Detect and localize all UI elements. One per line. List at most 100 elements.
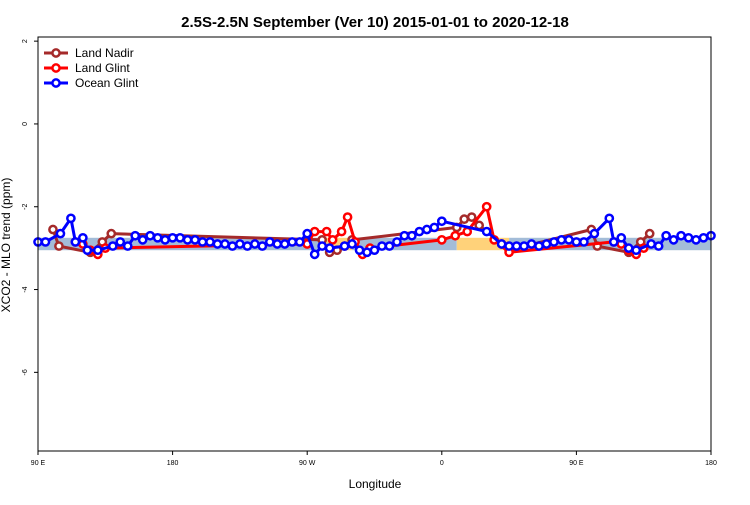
data-point-land-glint-8 xyxy=(327,235,338,245)
x-tick-label-3: 0 xyxy=(440,460,444,467)
data-point-ocean-glint-35 xyxy=(309,249,320,260)
data-point-ocean-glint-13 xyxy=(145,230,156,241)
legend-label-ocean-glint: Ocean Glint xyxy=(75,76,139,90)
data-point-ocean-glint-51 xyxy=(436,216,447,227)
legend-item-land-glint: Land Glint xyxy=(44,61,130,75)
data-point-ocean-glint-78 xyxy=(698,232,709,243)
x-axis: 90 E 180 90 W 0 90 E 180 xyxy=(31,451,717,467)
data-point-ocean-glint-7 xyxy=(92,245,103,256)
data-point-ocean-glint-41 xyxy=(362,247,372,258)
y-tick-label-4: -6 xyxy=(22,369,29,375)
data-point-ocean-glint-63 xyxy=(571,237,582,247)
x-tick-label-2: 90 W xyxy=(299,460,316,467)
data-point-ocean-glint-64 xyxy=(579,237,589,247)
data-point-ocean-glint-57 xyxy=(526,239,537,249)
data-point-ocean-glint-32 xyxy=(287,237,298,247)
legend-marker-ocean-glint xyxy=(51,78,61,88)
x-tick-label-5: 180 xyxy=(705,460,717,467)
data-point-ocean-glint-18 xyxy=(182,235,193,245)
data-point-ocean-glint-3 xyxy=(66,213,76,224)
data-point-ocean-glint-39 xyxy=(347,239,357,249)
y-tick-label-3: -4 xyxy=(22,286,29,292)
data-point-ocean-glint-56 xyxy=(519,241,529,251)
data-point-ocean-glint-67 xyxy=(608,237,619,247)
data-point-ocean-glint-44 xyxy=(384,241,395,251)
x-tick-label-1: 180 xyxy=(167,460,179,467)
y-tick-label-1: 0 xyxy=(22,122,29,126)
data-point-ocean-glint-76 xyxy=(683,232,694,243)
legend-marker-land-nadir xyxy=(51,48,61,58)
data-point-ocean-glint-54 xyxy=(504,241,514,251)
data-point-land-glint-15 xyxy=(450,230,461,241)
data-point-ocean-glint-36 xyxy=(317,241,328,251)
data-point-ocean-glint-34 xyxy=(302,228,313,239)
data-point-ocean-glint-30 xyxy=(272,239,283,249)
data-point-ocean-glint-40 xyxy=(354,245,365,256)
data-point-ocean-glint-31 xyxy=(279,239,290,249)
data-point-ocean-glint-22 xyxy=(212,239,223,249)
data-point-ocean-glint-28 xyxy=(257,241,268,251)
data-point-ocean-glint-72 xyxy=(653,241,664,251)
data-point-ocean-glint-65 xyxy=(589,228,600,239)
data-point-ocean-glint-21 xyxy=(205,237,215,247)
data-point-land-nadir-11 xyxy=(459,214,470,225)
series-ocean-glint xyxy=(33,213,716,260)
data-point-ocean-glint-19 xyxy=(190,235,200,245)
data-point-ocean-glint-37 xyxy=(324,243,335,253)
data-point-land-glint-7 xyxy=(321,226,332,237)
data-point-ocean-glint-27 xyxy=(250,239,260,249)
data-point-ocean-glint-71 xyxy=(646,239,657,249)
x-tick-label-0: 90 E xyxy=(31,460,46,467)
series-layer xyxy=(33,201,716,260)
data-point-ocean-glint-49 xyxy=(421,224,432,235)
data-point-land-glint-17 xyxy=(481,201,492,212)
data-point-land-nadir-1 xyxy=(54,241,64,251)
data-point-ocean-glint-61 xyxy=(556,235,567,245)
data-point-ocean-glint-43 xyxy=(377,241,387,251)
data-point-land-glint-9 xyxy=(336,226,347,237)
data-point-ocean-glint-55 xyxy=(511,241,522,251)
data-point-ocean-glint-2 xyxy=(55,228,66,239)
data-point-land-nadir-20 xyxy=(644,228,655,239)
x-tick-label-4: 90 E xyxy=(569,460,584,467)
data-point-ocean-glint-60 xyxy=(549,237,559,247)
data-point-ocean-glint-15 xyxy=(160,235,170,245)
data-point-ocean-glint-62 xyxy=(564,235,574,245)
data-point-ocean-glint-66 xyxy=(604,213,615,224)
data-point-ocean-glint-73 xyxy=(661,230,671,241)
data-point-ocean-glint-1 xyxy=(40,237,51,247)
data-point-ocean-glint-11 xyxy=(130,230,141,241)
y-tick-label-0: 2 xyxy=(22,39,29,43)
data-point-ocean-glint-33 xyxy=(294,237,305,247)
data-point-ocean-glint-59 xyxy=(541,239,552,249)
data-point-ocean-glint-25 xyxy=(235,239,245,249)
data-point-ocean-glint-5 xyxy=(78,232,88,243)
data-point-ocean-glint-8 xyxy=(107,241,118,251)
data-point-ocean-glint-4 xyxy=(70,237,81,247)
data-point-land-nadir-12 xyxy=(466,212,477,222)
data-point-ocean-glint-38 xyxy=(339,241,350,251)
data-point-ocean-glint-12 xyxy=(137,235,148,245)
data-point-ocean-glint-58 xyxy=(534,241,544,251)
data-point-ocean-glint-50 xyxy=(429,222,440,233)
legend-label-land-nadir: Land Nadir xyxy=(75,46,134,60)
data-point-land-glint-10 xyxy=(342,212,353,222)
data-point-ocean-glint-46 xyxy=(399,230,410,241)
legend-item-land-nadir: Land Nadir xyxy=(44,46,134,60)
data-point-ocean-glint-75 xyxy=(676,230,686,241)
data-point-ocean-glint-77 xyxy=(691,235,701,245)
data-point-ocean-glint-52 xyxy=(481,226,492,237)
x-axis-label: Longitude xyxy=(349,477,402,491)
chart-title: 2.5S-2.5N September (Ver 10) 2015-01-01 … xyxy=(181,14,569,31)
data-point-ocean-glint-74 xyxy=(668,235,679,245)
data-point-ocean-glint-9 xyxy=(115,237,126,247)
data-point-ocean-glint-70 xyxy=(631,245,642,256)
data-point-ocean-glint-14 xyxy=(152,232,163,243)
y-axis-label: XCO2 - MLO trend (ppm) xyxy=(0,178,13,313)
data-point-ocean-glint-6 xyxy=(82,245,93,256)
data-point-ocean-glint-45 xyxy=(392,237,402,247)
data-point-ocean-glint-24 xyxy=(227,241,238,251)
y-axis: 2 0 -2 -4 -6 xyxy=(22,39,38,375)
